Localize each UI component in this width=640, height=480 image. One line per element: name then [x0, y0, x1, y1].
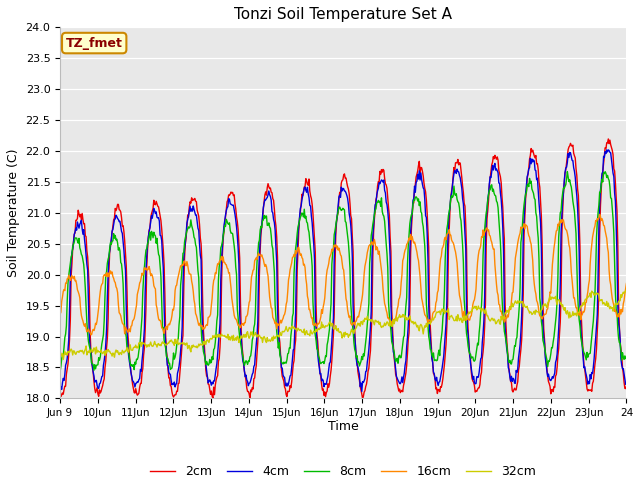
- 32cm: [413, 324, 420, 330]
- 32cm: [429, 317, 437, 323]
- 8cm: [56, 369, 64, 374]
- 2cm: [56, 388, 64, 394]
- 32cm: [213, 335, 221, 340]
- 16cm: [213, 264, 221, 270]
- 16cm: [413, 249, 420, 255]
- 4cm: [623, 381, 630, 386]
- 16cm: [56, 311, 64, 317]
- 4cm: [182, 231, 190, 237]
- 32cm: [623, 287, 630, 293]
- 8cm: [563, 168, 571, 174]
- 2cm: [182, 235, 190, 240]
- 16cm: [429, 309, 437, 315]
- 32cm: [183, 340, 191, 346]
- Title: Tonzi Soil Temperature Set A: Tonzi Soil Temperature Set A: [234, 7, 452, 22]
- 4cm: [67, 275, 74, 281]
- 4cm: [429, 369, 437, 375]
- 16cm: [596, 212, 604, 217]
- 16cm: [67, 277, 74, 283]
- 32cm: [125, 344, 133, 350]
- 4cm: [125, 353, 132, 359]
- 4cm: [212, 366, 220, 372]
- 32cm: [56, 348, 64, 354]
- X-axis label: Time: Time: [328, 420, 358, 432]
- 16cm: [183, 259, 191, 264]
- 32cm: [67, 346, 75, 352]
- 4cm: [56, 388, 64, 394]
- 8cm: [67, 261, 74, 266]
- Y-axis label: Soil Temperature (C): Soil Temperature (C): [7, 149, 20, 277]
- 32cm: [60, 357, 67, 362]
- 2cm: [67, 317, 74, 323]
- 8cm: [182, 232, 190, 238]
- 8cm: [412, 194, 420, 200]
- 4cm: [603, 147, 611, 153]
- 8cm: [212, 330, 220, 336]
- Text: TZ_fmet: TZ_fmet: [66, 36, 123, 49]
- Line: 16cm: 16cm: [60, 215, 627, 335]
- 4cm: [413, 178, 420, 184]
- 2cm: [125, 341, 132, 347]
- Legend: 2cm, 4cm, 8cm, 16cm, 32cm: 2cm, 4cm, 8cm, 16cm, 32cm: [145, 460, 541, 480]
- 8cm: [125, 349, 132, 355]
- 2cm: [429, 371, 437, 376]
- 8cm: [623, 354, 630, 360]
- 2cm: [623, 384, 630, 389]
- Line: 32cm: 32cm: [60, 290, 627, 360]
- Line: 2cm: 2cm: [60, 139, 627, 398]
- 2cm: [604, 136, 612, 142]
- 16cm: [125, 326, 133, 332]
- 2cm: [413, 171, 420, 177]
- 8cm: [429, 354, 436, 360]
- 16cm: [88, 332, 95, 337]
- 16cm: [623, 281, 630, 287]
- 4cm: [358, 389, 365, 395]
- 2cm: [213, 374, 221, 380]
- 2cm: [209, 396, 217, 401]
- Line: 8cm: 8cm: [60, 171, 627, 372]
- Line: 4cm: 4cm: [60, 150, 627, 392]
